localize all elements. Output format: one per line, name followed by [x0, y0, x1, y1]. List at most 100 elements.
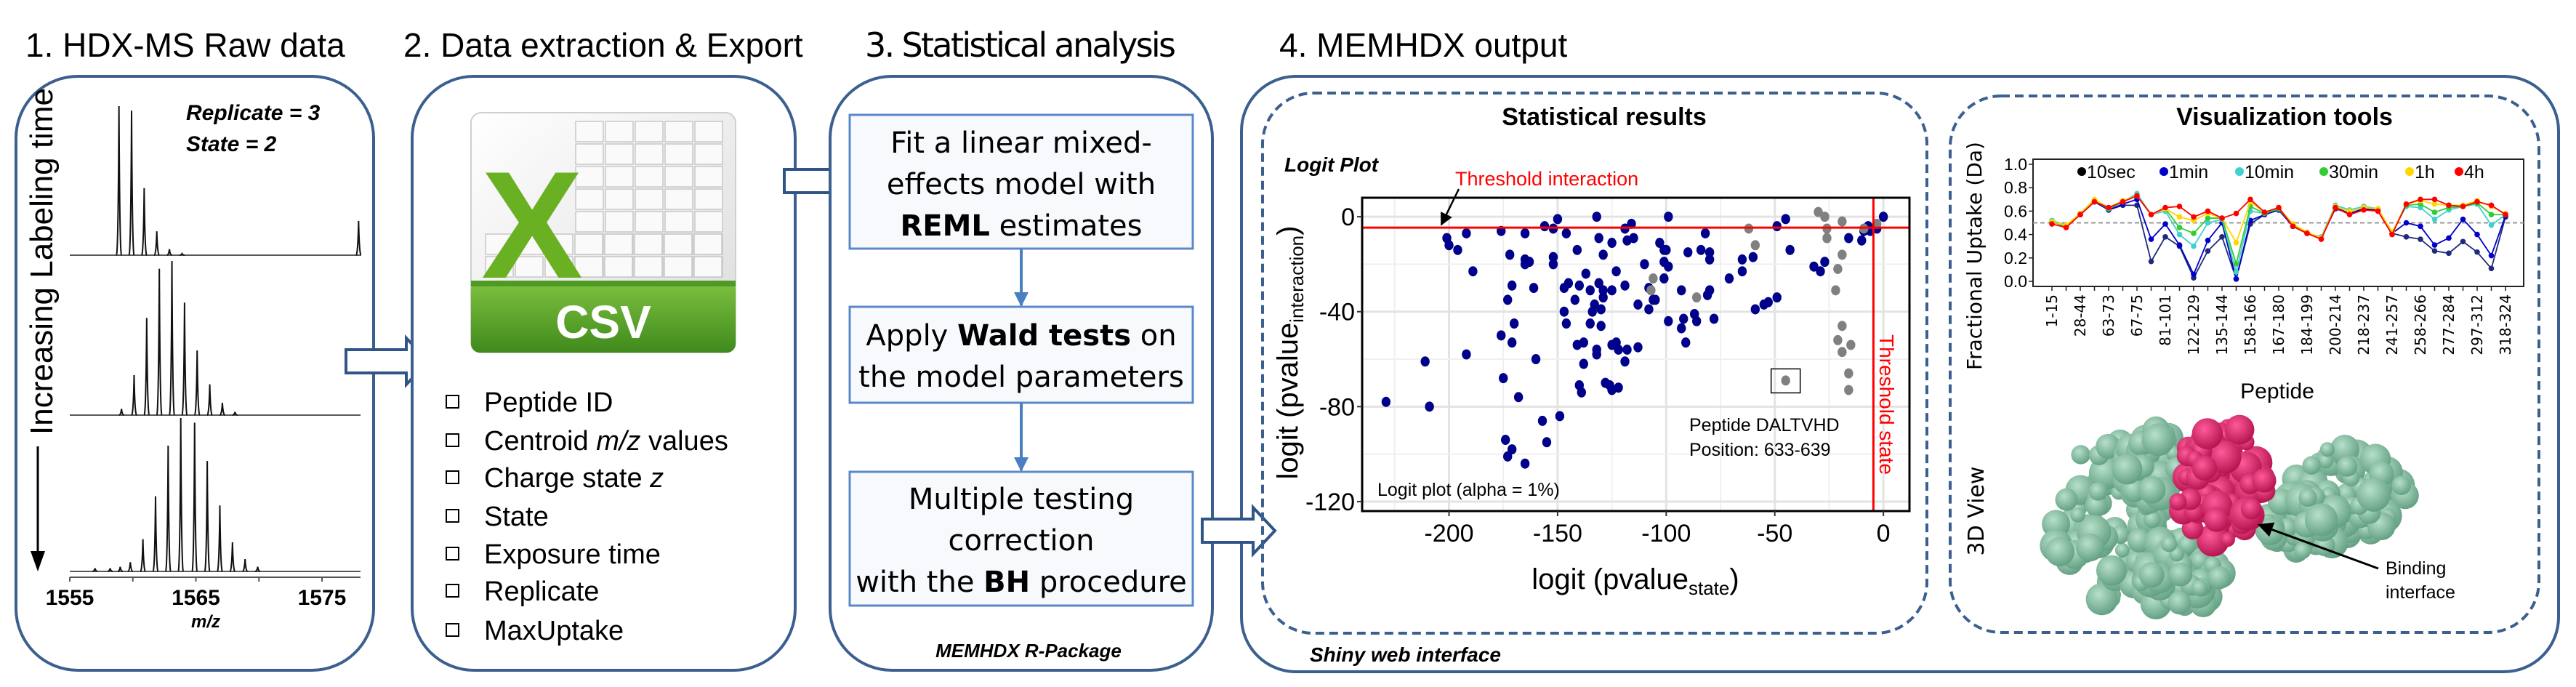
significant-point [1700, 228, 1710, 238]
uptake-point-10sec [2205, 248, 2211, 254]
uptake-point-1min [2148, 236, 2154, 242]
spectrum-peak [130, 374, 137, 416]
shiny-interface-label: Shiny web interface [1310, 643, 1501, 666]
significant-point [1627, 218, 1636, 229]
uptake-point-1min [2488, 252, 2495, 259]
significant-point [1664, 261, 1673, 272]
uptake-point-4h [2049, 221, 2055, 227]
uptake-point-1h [2233, 240, 2239, 246]
spectrum-peak [166, 249, 172, 256]
step3-line2: correction [949, 524, 1095, 558]
protein-surface-blob [2085, 583, 2118, 616]
legend-label: 10min [2245, 162, 2294, 182]
significant-point [1844, 233, 1853, 244]
protein-surface-blob [2088, 482, 2108, 501]
significant-point [1462, 228, 1471, 238]
visualization-tools-frame [1949, 95, 2540, 634]
uptake-point-30min [2431, 209, 2438, 215]
uptake-point-4h [2247, 196, 2253, 203]
step1-line1: Fit a linear mixed- [890, 126, 1152, 160]
significant-point [1497, 330, 1506, 341]
nonsignificant-point [1831, 285, 1840, 296]
protein-surface-blob [2317, 453, 2334, 469]
threshold-interaction-arrow [1440, 188, 1460, 226]
protein-surface-blob [2391, 475, 2411, 495]
spectrum-peak [179, 252, 185, 256]
uptake-point-4h [2333, 204, 2338, 211]
protein-surface-blob [2337, 456, 2358, 477]
significant-point [1499, 373, 1508, 384]
csv-label: CSV [555, 296, 651, 348]
nonsignificant-point [1833, 334, 1843, 345]
alpha-note: Logit plot (alpha = 1%) [1377, 480, 1560, 500]
significant-point [1537, 415, 1547, 426]
binding-interface-blob [2204, 507, 2229, 532]
nonsignificant-point [1646, 285, 1656, 296]
step1-line3-rest: estimates [990, 209, 1143, 243]
protein-surface-blob [2138, 561, 2165, 588]
significant-point [1737, 254, 1747, 265]
significant-point [1596, 321, 1606, 332]
legend-label: 10sec [2087, 162, 2136, 182]
significant-point [1607, 238, 1617, 249]
significant-point [1524, 257, 1534, 268]
checkbox-icon [446, 547, 459, 561]
uptake-point-4h [2431, 196, 2438, 203]
significant-point [1704, 247, 1715, 258]
protein-surface-blob [2298, 488, 2317, 507]
uptake-y-tick-label: 0.6 [2004, 201, 2027, 220]
significant-point [1579, 337, 1588, 348]
significant-point [1561, 228, 1571, 238]
spectrum-peak [242, 559, 249, 572]
spectrum-peak [143, 318, 150, 416]
significant-point [1677, 323, 1686, 334]
xlabel-close: ) [1729, 563, 1739, 595]
significant-point [1633, 299, 1643, 310]
uptake-point-4h [2233, 210, 2239, 217]
significant-point [1420, 356, 1430, 367]
uptake-point-10min [2205, 220, 2211, 226]
uptake-point-4h [2205, 208, 2211, 214]
significant-point [1737, 266, 1747, 277]
significant-point [1857, 235, 1867, 246]
uptake-point-4h [2346, 212, 2353, 218]
section-4-title: 4. MEMHDX output [1279, 26, 1567, 64]
binding-interface-blob [2191, 418, 2223, 449]
x-tick-label: -50 [1757, 520, 1792, 547]
nonsignificant-point [1872, 218, 1882, 229]
uptake-y-tick-label: 0.8 [2004, 178, 2027, 197]
spectrum-peak [191, 422, 198, 572]
nonsignificant-point [1814, 206, 1823, 217]
uptake-point-4h [2304, 230, 2310, 236]
x-tick-label: -150 [1533, 520, 1582, 547]
step3-line1: Multiple testing [909, 483, 1134, 516]
uptake-point-30min [2191, 230, 2197, 236]
nonsignificant-point [1649, 273, 1658, 284]
significant-point [1662, 244, 1671, 255]
export-field-label: Exposure time [484, 539, 661, 570]
mz-tick-label: 1575 [298, 586, 347, 610]
protein-surface-blob [2141, 423, 2175, 457]
nonsignificant-point [1838, 216, 1847, 227]
legend-marker-icon [2077, 167, 2086, 176]
uptake-point-1min [2474, 231, 2480, 238]
significant-point [1579, 358, 1588, 369]
xlabel-sub: state [1689, 577, 1729, 599]
significant-point [1444, 240, 1454, 251]
logit-plot: -200 -150 -100 -50 0 0 -40 -80 -120 [1305, 196, 1911, 547]
uptake-y-axis-title: Fractional Uptake (Da) [1963, 142, 1987, 370]
uptake-point-1min [2431, 242, 2438, 248]
3d-view-label: 3D View [1964, 467, 1989, 556]
step-wald-tests [848, 305, 1194, 404]
peptide-annotation: Peptide DALTVHD [1689, 415, 1840, 435]
uptake-point-30min [2176, 225, 2183, 230]
significant-point [1614, 382, 1623, 393]
peptide-tick-label: 67-75 [2128, 294, 2146, 337]
significant-point [1655, 238, 1665, 249]
protein-surface-blob [2096, 555, 2128, 586]
uptake-point-4h [2318, 236, 2325, 242]
step1-line2: effects model with [887, 168, 1156, 201]
binding-label-line1: Binding [2386, 558, 2446, 579]
uptake-point-1min [2205, 237, 2211, 244]
significant-point [1590, 299, 1599, 310]
